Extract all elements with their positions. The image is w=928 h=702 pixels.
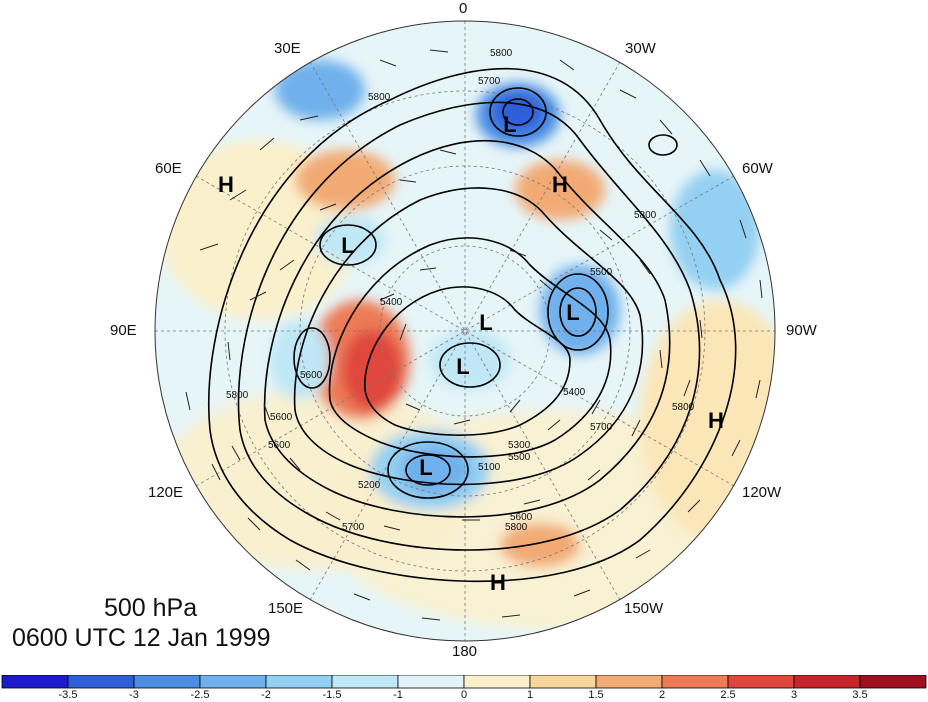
lon-label-0: 0 (459, 0, 468, 17)
colorbar-swatch (397, 675, 465, 689)
colorbar-tick-label: 3 (790, 689, 798, 701)
colorbar-tick-label: -2 (261, 689, 271, 701)
contour-label: 5400 (380, 297, 403, 308)
colorbar-tick-label: 0 (460, 689, 468, 701)
colorbar-tick-label: 1 (526, 689, 534, 701)
contour-label: 5500 (508, 452, 531, 463)
center-low-kamchatka: L (419, 455, 432, 480)
colorbar-tick-label: -3 (129, 689, 139, 701)
colorbar-swatch (595, 675, 663, 689)
contour-label: 5800 (672, 402, 695, 413)
height-contours (208, 67, 737, 583)
contour-label: 5500 (590, 267, 613, 278)
colorbar-swatch (793, 675, 861, 689)
lon-label-60w: 60W (742, 160, 773, 177)
contour-label: 5700 (478, 76, 501, 87)
contour-label: 5300 (508, 440, 531, 451)
colorbar-swatch (529, 675, 597, 689)
colorbar-tick-label: 1.5 (588, 689, 604, 701)
colorbar-tick-label: -1.5 (322, 689, 342, 701)
contour-label: 5800 (505, 522, 528, 533)
contour-label: 5800 (634, 210, 657, 221)
lon-label-120e: 120E (148, 484, 184, 501)
contour-label: 5700 (590, 422, 613, 433)
contour-label: 5600 (300, 370, 323, 381)
contour-label: 5600 (270, 412, 293, 423)
colorbar-swatch (199, 675, 267, 689)
colorbar-tick-label: -1 (393, 689, 403, 701)
colorbar-tick-label: 2.5 (720, 689, 736, 701)
colorbar-swatch (859, 675, 927, 689)
colorbar-tick-label: 3.5 (852, 689, 868, 701)
colorbar-swatch (463, 675, 531, 689)
contour-label: 5200 (358, 480, 381, 491)
colorbar-swatch (67, 675, 135, 689)
contour-label: 5600 (510, 512, 533, 523)
graticule (155, 21, 775, 641)
contour-label: 5800 (368, 92, 391, 103)
contour-label: 5600 (268, 440, 291, 451)
contour-label: 5700 (342, 522, 365, 533)
pressure-centers: L H H L L L L H L H (218, 112, 724, 595)
lon-label-120w: 120W (742, 484, 782, 501)
time-label: 0600 UTC 12 Jan 1999 (12, 624, 271, 652)
center-low-hudson-bay: L (566, 300, 579, 325)
colorbar-tick-label: -3.5 (58, 689, 78, 701)
wind-barbs (185, 49, 763, 621)
lon-label-30e: 30E (274, 40, 301, 57)
contour-label: 5400 (563, 387, 586, 398)
contour-label: 5800 (226, 390, 249, 401)
contour-label: 5800 (490, 48, 513, 59)
lon-label-90e: 90E (110, 322, 137, 339)
lon-label-150e: 150E (268, 600, 304, 617)
center-high-europe: H (218, 172, 234, 197)
lon-label-90w: 90W (786, 322, 817, 339)
center-low-siberia: L (456, 354, 469, 379)
colorbar-swatch (1, 675, 69, 689)
center-high-north-pacific: H (490, 570, 506, 595)
colorbar-tick-label: 2 (658, 689, 666, 701)
center-low-arctic-scandinavia: L (341, 233, 354, 258)
colorbar-swatch (661, 675, 729, 689)
colorbar-swatch (133, 675, 201, 689)
lon-label-150w: 150W (624, 600, 664, 617)
center-low-arctic-center: L (479, 310, 492, 335)
colorbar-swatch (331, 675, 399, 689)
lon-label-180: 180 (452, 643, 478, 660)
map-border (154, 20, 776, 642)
colorbar-swatch (727, 675, 795, 689)
lon-label-30w: 30W (625, 40, 656, 57)
colorbar-swatch (265, 675, 333, 689)
lon-label-60e: 60E (155, 160, 182, 177)
center-high-west-atlantic: H (552, 172, 568, 197)
contour-label: 5100 (478, 462, 501, 473)
contour-label-group: 5800 5700 5800 5800 5400 5600 5800 5600 … (226, 48, 695, 533)
level-label: 500 hPa (104, 594, 198, 622)
colorbar (1, 675, 927, 689)
center-low-north-atlantic: L (503, 112, 516, 137)
colorbar-tick-label: -2.5 (190, 689, 210, 701)
center-high-pacific-northwest: H (708, 408, 724, 433)
